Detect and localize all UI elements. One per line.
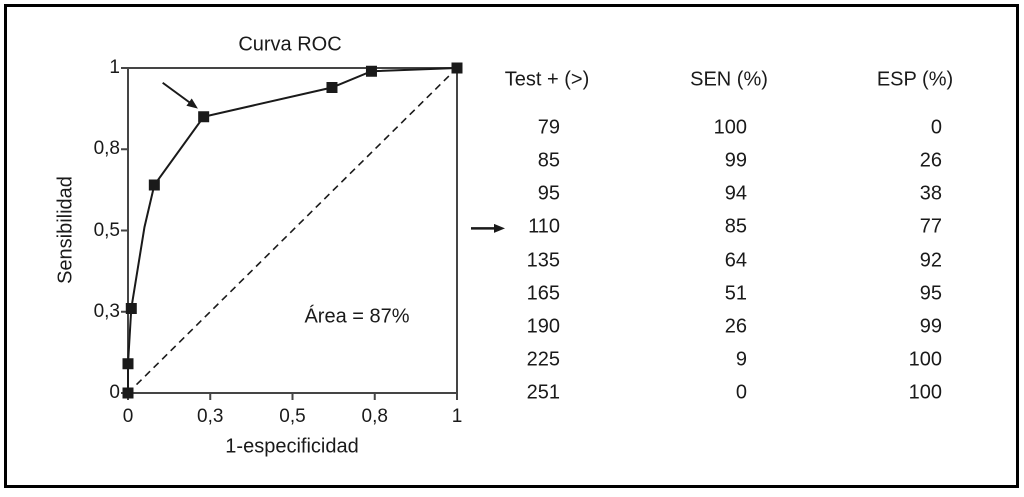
roc-point-marker [451, 62, 463, 74]
table-header: ESP (%) [876, 68, 954, 91]
table-cell: 51 [724, 282, 747, 305]
x-tick-label: 0 [122, 406, 134, 427]
roc-point-marker [326, 82, 338, 93]
table-cell: 0 [735, 381, 747, 404]
roc-point-marker [122, 358, 134, 370]
y-tick-label: 0,5 [93, 219, 120, 241]
table-cell: 26 [919, 149, 942, 172]
table-cell: 0 [930, 116, 942, 139]
table-cell: 100 [713, 116, 747, 139]
table-cell: 110 [528, 215, 560, 238]
roc-point-marker [122, 387, 134, 399]
table-cell: 165 [526, 282, 560, 305]
chart-title: Curva ROC [238, 33, 342, 56]
table-cell: 95 [919, 282, 942, 305]
x-tick-label: 0,8 [361, 406, 388, 427]
table-cell: 94 [724, 182, 747, 205]
x-axis-label: 1-especificidad [225, 435, 359, 458]
table-cell: 85 [537, 149, 560, 172]
y-tick-label: 1 [109, 57, 120, 78]
y-tick-label: 0 [109, 382, 120, 403]
table-cell: 100 [908, 381, 942, 404]
table-cell: 64 [724, 249, 747, 271]
table-cell: 79 [537, 116, 560, 139]
table-header: Test + (>) [504, 68, 590, 91]
auc-annotation: Área = 87% [304, 305, 410, 328]
y-axis-label: Sensibilidad [54, 176, 77, 284]
roc-point-marker [365, 65, 377, 77]
roc-point-marker [125, 303, 137, 314]
table-cell: 99 [724, 149, 747, 172]
roc-point-marker [148, 179, 160, 191]
x-tick-label: 0,5 [279, 406, 306, 427]
table-cell: 225 [526, 348, 560, 371]
table-cell: 77 [919, 215, 942, 238]
table-cell: 26 [724, 315, 747, 338]
roc-point-marker [198, 111, 210, 123]
table-cell: 85 [724, 215, 747, 238]
cutoff-arrow-icon [162, 81, 198, 109]
table-cell: 99 [919, 315, 942, 338]
table-cell: 251 [526, 381, 560, 404]
chance-diagonal [127, 67, 458, 394]
table-cell: 100 [908, 348, 942, 371]
table-cell: 38 [919, 182, 942, 205]
table-cell: 92 [919, 249, 942, 271]
x-tick-label: 1 [451, 406, 463, 427]
y-tick-label: 0,3 [93, 300, 120, 322]
table-cell: 190 [526, 315, 560, 338]
table-cell: 9 [735, 348, 747, 371]
table-header: SEN (%) [690, 68, 768, 91]
x-tick-label: 0,3 [197, 406, 224, 427]
y-tick-label: 0,8 [93, 138, 120, 160]
table-cell: 135 [526, 249, 560, 271]
table-cell: 95 [537, 182, 560, 205]
